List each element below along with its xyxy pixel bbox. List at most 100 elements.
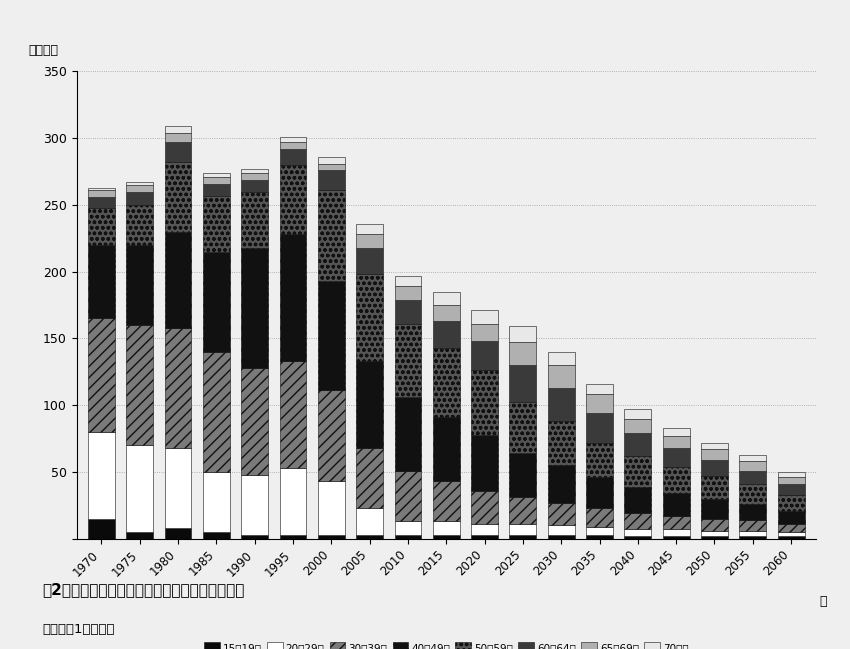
Bar xyxy=(547,352,575,365)
Bar xyxy=(471,324,498,341)
Bar xyxy=(547,365,575,388)
Bar xyxy=(394,521,422,535)
Bar xyxy=(509,497,536,524)
Bar xyxy=(280,165,306,234)
Bar xyxy=(625,456,651,487)
Bar xyxy=(701,460,728,476)
Bar xyxy=(778,477,804,484)
Bar xyxy=(203,532,230,539)
Bar xyxy=(778,532,804,536)
Bar xyxy=(318,482,345,535)
Bar xyxy=(165,232,191,328)
Bar xyxy=(586,535,613,539)
Bar xyxy=(433,521,460,535)
Bar xyxy=(547,525,575,535)
Bar xyxy=(318,157,345,164)
Bar xyxy=(88,432,115,519)
Bar xyxy=(433,417,460,482)
Bar xyxy=(509,535,536,539)
Bar xyxy=(88,208,115,245)
Bar xyxy=(394,324,422,397)
Bar xyxy=(586,526,613,535)
Bar xyxy=(701,498,728,519)
Bar xyxy=(547,421,575,465)
Bar xyxy=(394,397,422,471)
Bar xyxy=(280,468,306,535)
Bar xyxy=(318,535,345,539)
Bar xyxy=(586,477,613,508)
Bar xyxy=(663,467,689,493)
Bar xyxy=(203,195,230,252)
Bar xyxy=(663,448,689,467)
Bar xyxy=(88,190,115,197)
Bar xyxy=(433,482,460,521)
Bar xyxy=(586,443,613,477)
Bar xyxy=(165,142,191,162)
Bar xyxy=(625,419,651,433)
Bar xyxy=(471,524,498,535)
Bar xyxy=(241,169,268,173)
Bar xyxy=(356,508,383,535)
Bar xyxy=(241,248,268,368)
Bar xyxy=(471,341,498,371)
Bar xyxy=(88,245,115,319)
Bar xyxy=(356,234,383,248)
Bar xyxy=(778,472,804,477)
Bar xyxy=(165,448,191,528)
Bar xyxy=(356,535,383,539)
Bar xyxy=(547,502,575,525)
Bar xyxy=(471,310,498,324)
Bar xyxy=(509,343,536,365)
Bar xyxy=(547,388,575,421)
Bar xyxy=(318,281,345,391)
Bar xyxy=(203,173,230,177)
Bar xyxy=(241,368,268,474)
Bar xyxy=(356,224,383,234)
Bar xyxy=(127,182,153,185)
Bar xyxy=(88,519,115,539)
Bar xyxy=(127,245,153,325)
Bar xyxy=(88,188,115,190)
Bar xyxy=(318,170,345,190)
Bar xyxy=(356,361,383,448)
Bar xyxy=(394,276,422,286)
Bar xyxy=(625,536,651,539)
Bar xyxy=(394,300,422,324)
Bar xyxy=(280,149,306,165)
Bar xyxy=(88,319,115,432)
Bar xyxy=(740,520,766,531)
Bar xyxy=(471,491,498,524)
Bar xyxy=(165,133,191,142)
Bar xyxy=(318,164,345,170)
Bar xyxy=(701,476,728,498)
Bar xyxy=(471,435,498,491)
Bar xyxy=(356,275,383,361)
Bar xyxy=(740,536,766,539)
Bar xyxy=(778,495,804,511)
Bar xyxy=(625,433,651,456)
Bar xyxy=(127,445,153,532)
Bar xyxy=(433,348,460,417)
Bar xyxy=(663,428,689,436)
Bar xyxy=(318,391,345,482)
Bar xyxy=(165,126,191,133)
Bar xyxy=(625,530,651,536)
Bar xyxy=(241,180,268,191)
Bar xyxy=(701,443,728,449)
Bar xyxy=(471,371,498,435)
Bar xyxy=(203,252,230,352)
Bar xyxy=(318,190,345,281)
Bar xyxy=(701,531,728,536)
Bar xyxy=(127,532,153,539)
Bar xyxy=(471,535,498,539)
Bar xyxy=(394,286,422,300)
Bar xyxy=(625,513,651,530)
Bar xyxy=(165,162,191,232)
Bar xyxy=(663,436,689,448)
Bar xyxy=(740,484,766,504)
Bar xyxy=(165,528,191,539)
Bar xyxy=(127,205,153,245)
Bar xyxy=(509,402,536,453)
Bar xyxy=(203,184,230,195)
Bar xyxy=(740,471,766,484)
